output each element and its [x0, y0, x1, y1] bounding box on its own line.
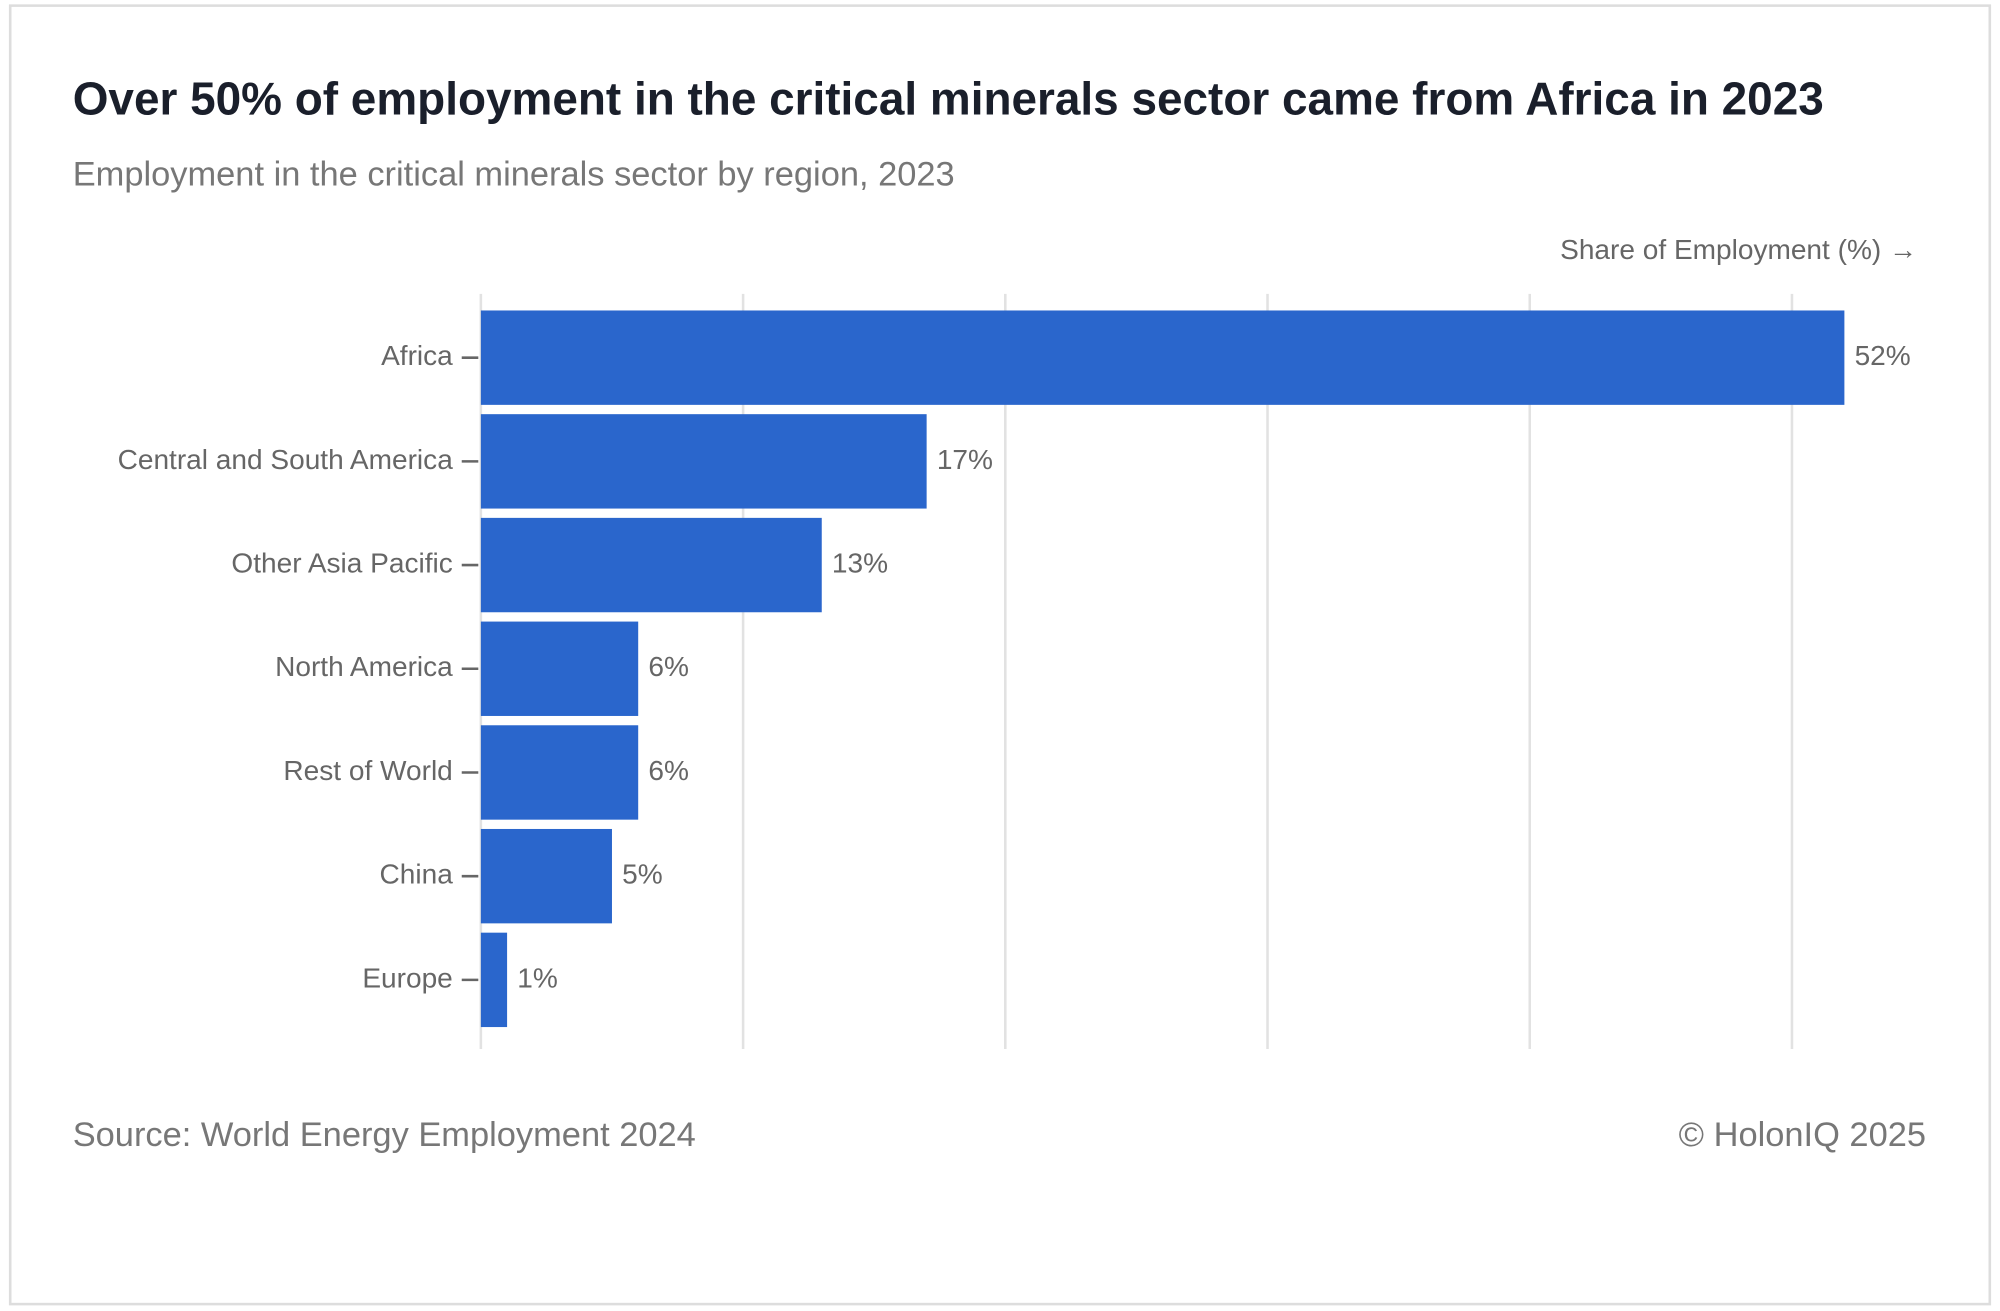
bar [480, 828, 612, 924]
y-tick-label: Other Asia Pacific [231, 547, 452, 578]
copyright: © HolonIQ 2025 [1679, 1116, 1926, 1154]
bar [480, 932, 508, 1028]
y-tick-label: Africa [381, 340, 453, 371]
bar [480, 725, 639, 820]
bar [480, 414, 927, 509]
chart-subtitle: Employment in the critical minerals sect… [73, 156, 955, 194]
frame [8, 4, 1992, 1306]
y-tick-label: Europe [362, 962, 452, 993]
value-label: 6% [648, 755, 689, 786]
value-label: 5% [622, 859, 663, 890]
y-tick-label: North America [275, 651, 453, 682]
bar [480, 310, 1845, 405]
chart-title: Over 50% of employment in the critical m… [73, 73, 1824, 125]
y-tick-label: Rest of World [283, 755, 452, 786]
value-label: 17% [937, 444, 993, 475]
source: Source: World Energy Employment 2024 [73, 1116, 696, 1154]
x-axis-label: Share of Employment (%) → [1560, 234, 1917, 265]
value-label: 6% [648, 651, 689, 682]
value-label: 13% [832, 547, 888, 578]
bar [480, 621, 639, 716]
value-label: 52% [1855, 340, 1911, 371]
value-label: 1% [517, 962, 558, 993]
y-tick-label: Central and South America [118, 444, 454, 475]
plot: Africa 52% Central and South America 17% Oth… [118, 293, 1911, 1049]
bar [480, 517, 822, 613]
y-tick-label: China [380, 859, 454, 890]
